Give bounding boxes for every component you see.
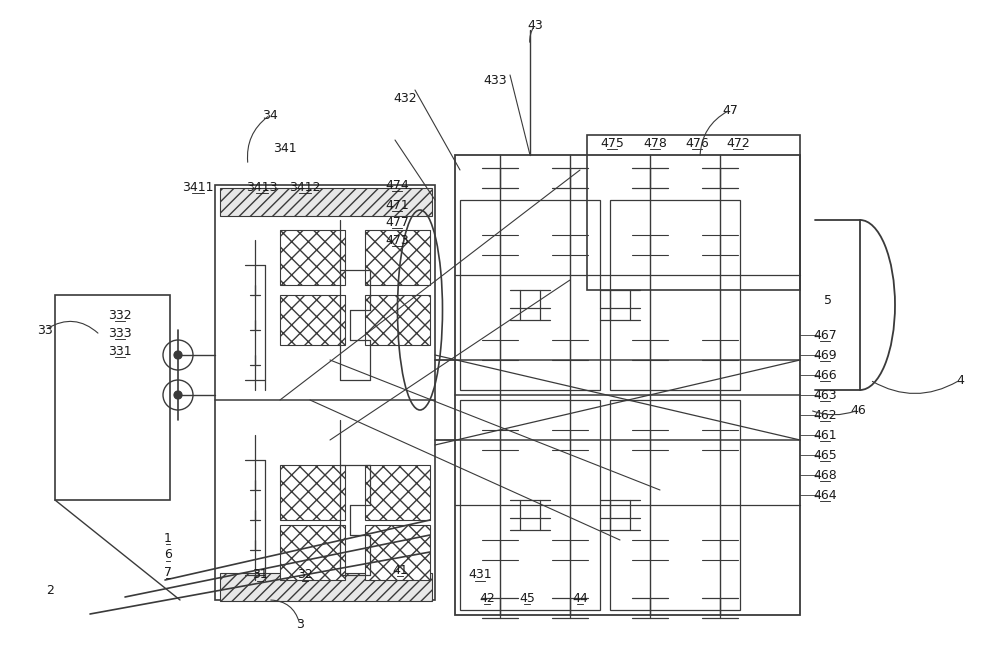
Text: 462: 462 (813, 409, 837, 421)
Text: 471: 471 (385, 199, 409, 211)
Bar (460, 400, 600, 610)
Text: 7: 7 (164, 565, 172, 579)
Bar (55, 295, 170, 500)
Text: 42: 42 (479, 591, 495, 605)
Bar (280, 230, 345, 285)
Text: 431: 431 (468, 569, 492, 581)
Text: 43: 43 (527, 19, 543, 31)
Bar (280, 525, 345, 580)
Bar (455, 155, 800, 615)
Bar (220, 188, 432, 216)
Text: 466: 466 (813, 369, 837, 381)
Text: 41: 41 (392, 563, 408, 577)
Bar (365, 465, 430, 520)
Bar (365, 230, 430, 285)
Text: 31: 31 (252, 569, 268, 581)
Text: 476: 476 (685, 136, 709, 149)
Text: 478: 478 (643, 136, 667, 149)
Text: 34: 34 (262, 108, 278, 122)
Text: 463: 463 (813, 389, 837, 401)
Text: 433: 433 (483, 74, 507, 86)
Text: 333: 333 (108, 326, 132, 339)
Text: 467: 467 (813, 328, 837, 341)
Bar (610, 400, 740, 610)
Text: 469: 469 (813, 349, 837, 361)
Bar (460, 200, 600, 390)
Text: 3413: 3413 (246, 181, 278, 193)
Text: 45: 45 (519, 591, 535, 605)
Text: 464: 464 (813, 488, 837, 502)
Bar (215, 185, 435, 600)
Text: 4: 4 (956, 373, 964, 387)
Text: 472: 472 (726, 136, 750, 149)
Circle shape (174, 391, 182, 399)
Bar (220, 573, 432, 601)
Text: 44: 44 (572, 591, 588, 605)
Text: 32: 32 (297, 569, 313, 581)
Text: 332: 332 (108, 308, 132, 322)
Text: 3412: 3412 (289, 181, 321, 193)
Text: 5: 5 (824, 294, 832, 306)
Text: 465: 465 (813, 448, 837, 462)
Text: 468: 468 (813, 468, 837, 482)
Bar (365, 525, 430, 580)
Bar (610, 200, 740, 390)
Text: 33: 33 (37, 324, 53, 337)
Text: 6: 6 (164, 549, 172, 561)
Bar (280, 295, 345, 345)
Text: 47: 47 (722, 104, 738, 116)
Text: 2: 2 (46, 583, 54, 597)
Text: 473: 473 (385, 233, 409, 246)
Text: 3: 3 (296, 619, 304, 632)
Text: 477: 477 (385, 215, 409, 229)
Text: 432: 432 (393, 92, 417, 104)
Text: 474: 474 (385, 179, 409, 191)
Text: 475: 475 (600, 136, 624, 149)
Text: 331: 331 (108, 345, 132, 357)
Text: 1: 1 (164, 531, 172, 545)
Text: 46: 46 (850, 403, 866, 417)
Text: 461: 461 (813, 429, 837, 442)
Bar (365, 295, 430, 345)
Circle shape (174, 351, 182, 359)
Text: 341: 341 (273, 142, 297, 155)
Bar (280, 465, 345, 520)
Bar (587, 135, 800, 290)
Text: 3411: 3411 (182, 181, 214, 193)
